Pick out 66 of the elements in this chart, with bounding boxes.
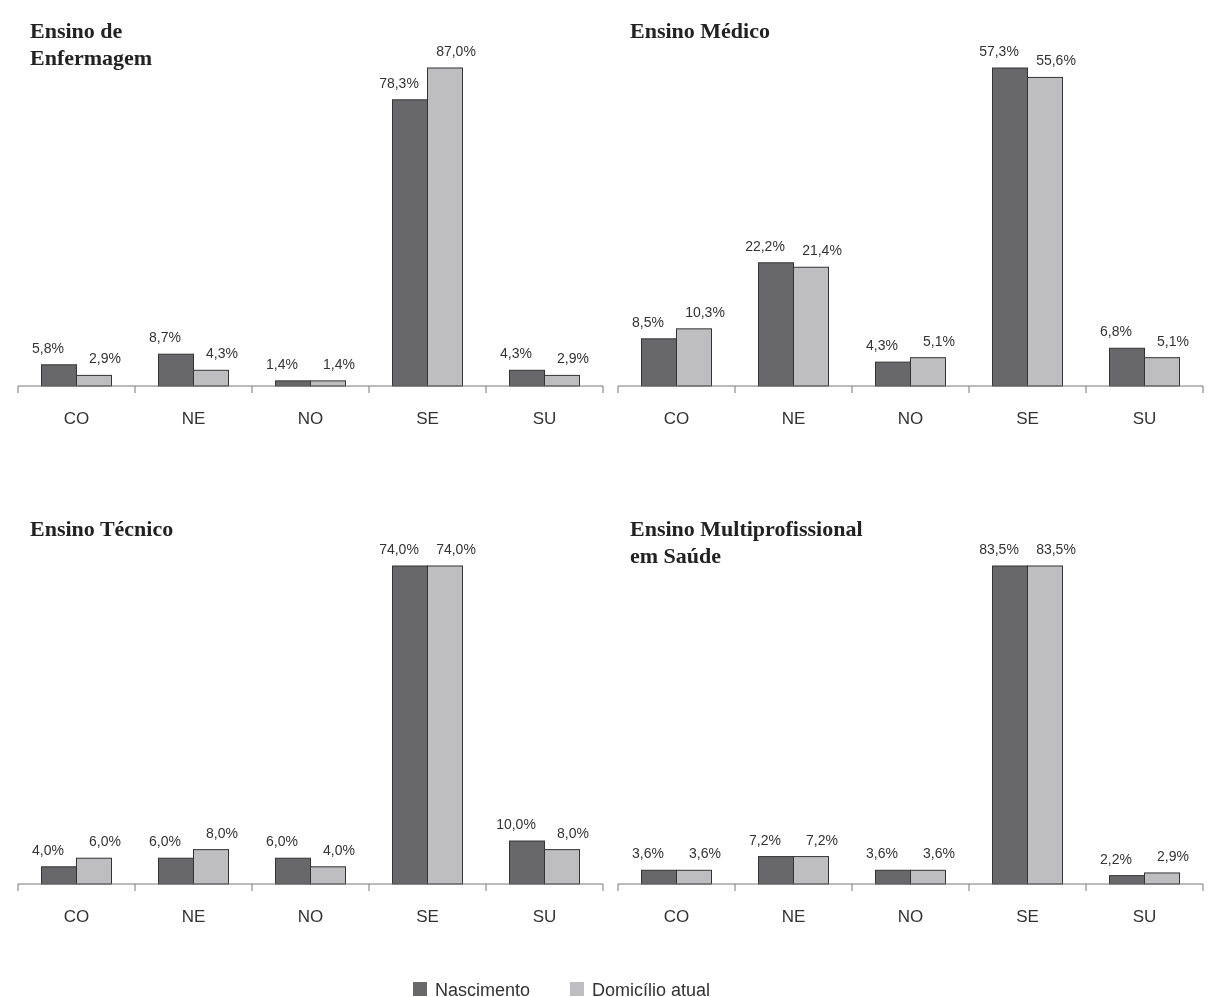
data-label: 4,3% — [206, 345, 238, 362]
data-label: 3,6% — [923, 845, 955, 862]
x-tick-label: NO — [297, 907, 324, 926]
x-tick-label: SE — [416, 907, 439, 926]
data-label: 2,9% — [1157, 847, 1189, 864]
data-label: 8,0% — [206, 824, 238, 841]
data-label: 22,2% — [745, 237, 785, 254]
data-label: 21,4% — [802, 242, 842, 259]
x-tick-label: NE — [781, 409, 806, 428]
data-label: 1,4% — [323, 355, 355, 372]
data-label: 83,5% — [1036, 541, 1076, 557]
data-label: 2,2% — [1100, 850, 1132, 867]
x-tick-label: NO — [297, 409, 324, 428]
data-label: 7,2% — [749, 831, 781, 848]
data-label: 4,3% — [500, 345, 532, 362]
data-label: 2,9% — [89, 350, 121, 367]
data-label: 1,4% — [266, 355, 298, 372]
data-label: 55,6% — [1036, 52, 1076, 69]
data-label: 78,3% — [379, 74, 419, 91]
data-label: 5,8% — [32, 339, 64, 356]
x-tick-label: CO — [663, 907, 690, 926]
data-label: 3,6% — [632, 845, 664, 862]
x-tick-label: NE — [781, 907, 806, 926]
data-label: 8,5% — [632, 313, 664, 330]
chart-title: Ensino Multiprofissional em Saúde — [630, 516, 863, 568]
x-tick-label: SU — [532, 907, 557, 926]
chart-title: Ensino Técnico — [30, 516, 174, 541]
data-label: 57,3% — [979, 43, 1019, 59]
x-tick-label: CO — [63, 409, 90, 428]
data-label: 10,3% — [685, 303, 725, 320]
x-tick-label: NE — [181, 907, 206, 926]
data-label: 74,0% — [436, 541, 476, 557]
chart-title: Ensino Médico — [630, 18, 770, 43]
x-tick-label: SU — [1132, 409, 1157, 428]
data-label: 10,0% — [496, 816, 536, 833]
data-label: 74,0% — [379, 541, 419, 557]
x-tick-label: CO — [663, 409, 690, 428]
x-tick-label: SU — [1132, 907, 1157, 926]
data-label: 5,1% — [1157, 332, 1189, 349]
data-label: 6,0% — [89, 833, 121, 850]
data-label: 87,0% — [436, 43, 476, 59]
data-label: 4,0% — [32, 841, 64, 858]
data-label: 6,8% — [1100, 323, 1132, 340]
x-tick-label: SE — [1016, 409, 1039, 428]
chart-title: Ensino de Enfermagem — [30, 18, 153, 70]
x-tick-label: CO — [63, 907, 90, 926]
data-label: 5,1% — [923, 332, 955, 349]
x-tick-label: NE — [181, 409, 206, 428]
legend-label: Domicílio atual — [592, 980, 711, 997]
data-label: 8,7% — [149, 329, 181, 346]
data-label: 8,0% — [557, 824, 589, 841]
x-tick-label: SE — [416, 409, 439, 428]
legend-label: Nascimento — [435, 980, 531, 997]
data-label: 83,5% — [979, 541, 1019, 557]
data-label: 3,6% — [689, 845, 721, 862]
data-label: 4,0% — [323, 841, 355, 858]
data-label: 2,9% — [557, 350, 589, 367]
data-label: 3,6% — [866, 845, 898, 862]
data-label: 6,0% — [149, 833, 181, 850]
x-tick-label: NO — [897, 409, 924, 428]
data-label: 4,3% — [866, 337, 898, 354]
data-label: 6,0% — [266, 833, 298, 850]
x-tick-label: NO — [897, 907, 924, 926]
data-label: 7,2% — [806, 831, 838, 848]
x-tick-label: SU — [532, 409, 557, 428]
x-tick-label: SE — [1016, 907, 1039, 926]
